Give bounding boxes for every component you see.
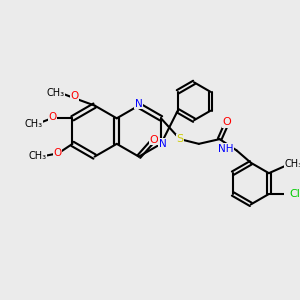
Text: Cl: Cl bbox=[289, 189, 300, 199]
Text: O: O bbox=[49, 112, 57, 122]
Text: CH₃: CH₃ bbox=[47, 88, 65, 98]
Text: N: N bbox=[135, 99, 143, 109]
Text: NH: NH bbox=[218, 144, 234, 154]
Text: O: O bbox=[53, 148, 61, 158]
Text: O: O bbox=[70, 91, 79, 101]
Text: CH₃: CH₃ bbox=[284, 159, 300, 169]
Text: S: S bbox=[176, 134, 184, 144]
Text: O: O bbox=[150, 135, 158, 145]
Text: O: O bbox=[223, 117, 232, 127]
Text: CH₃: CH₃ bbox=[25, 119, 43, 129]
Text: CH₃: CH₃ bbox=[28, 151, 46, 161]
Text: N: N bbox=[159, 139, 167, 149]
